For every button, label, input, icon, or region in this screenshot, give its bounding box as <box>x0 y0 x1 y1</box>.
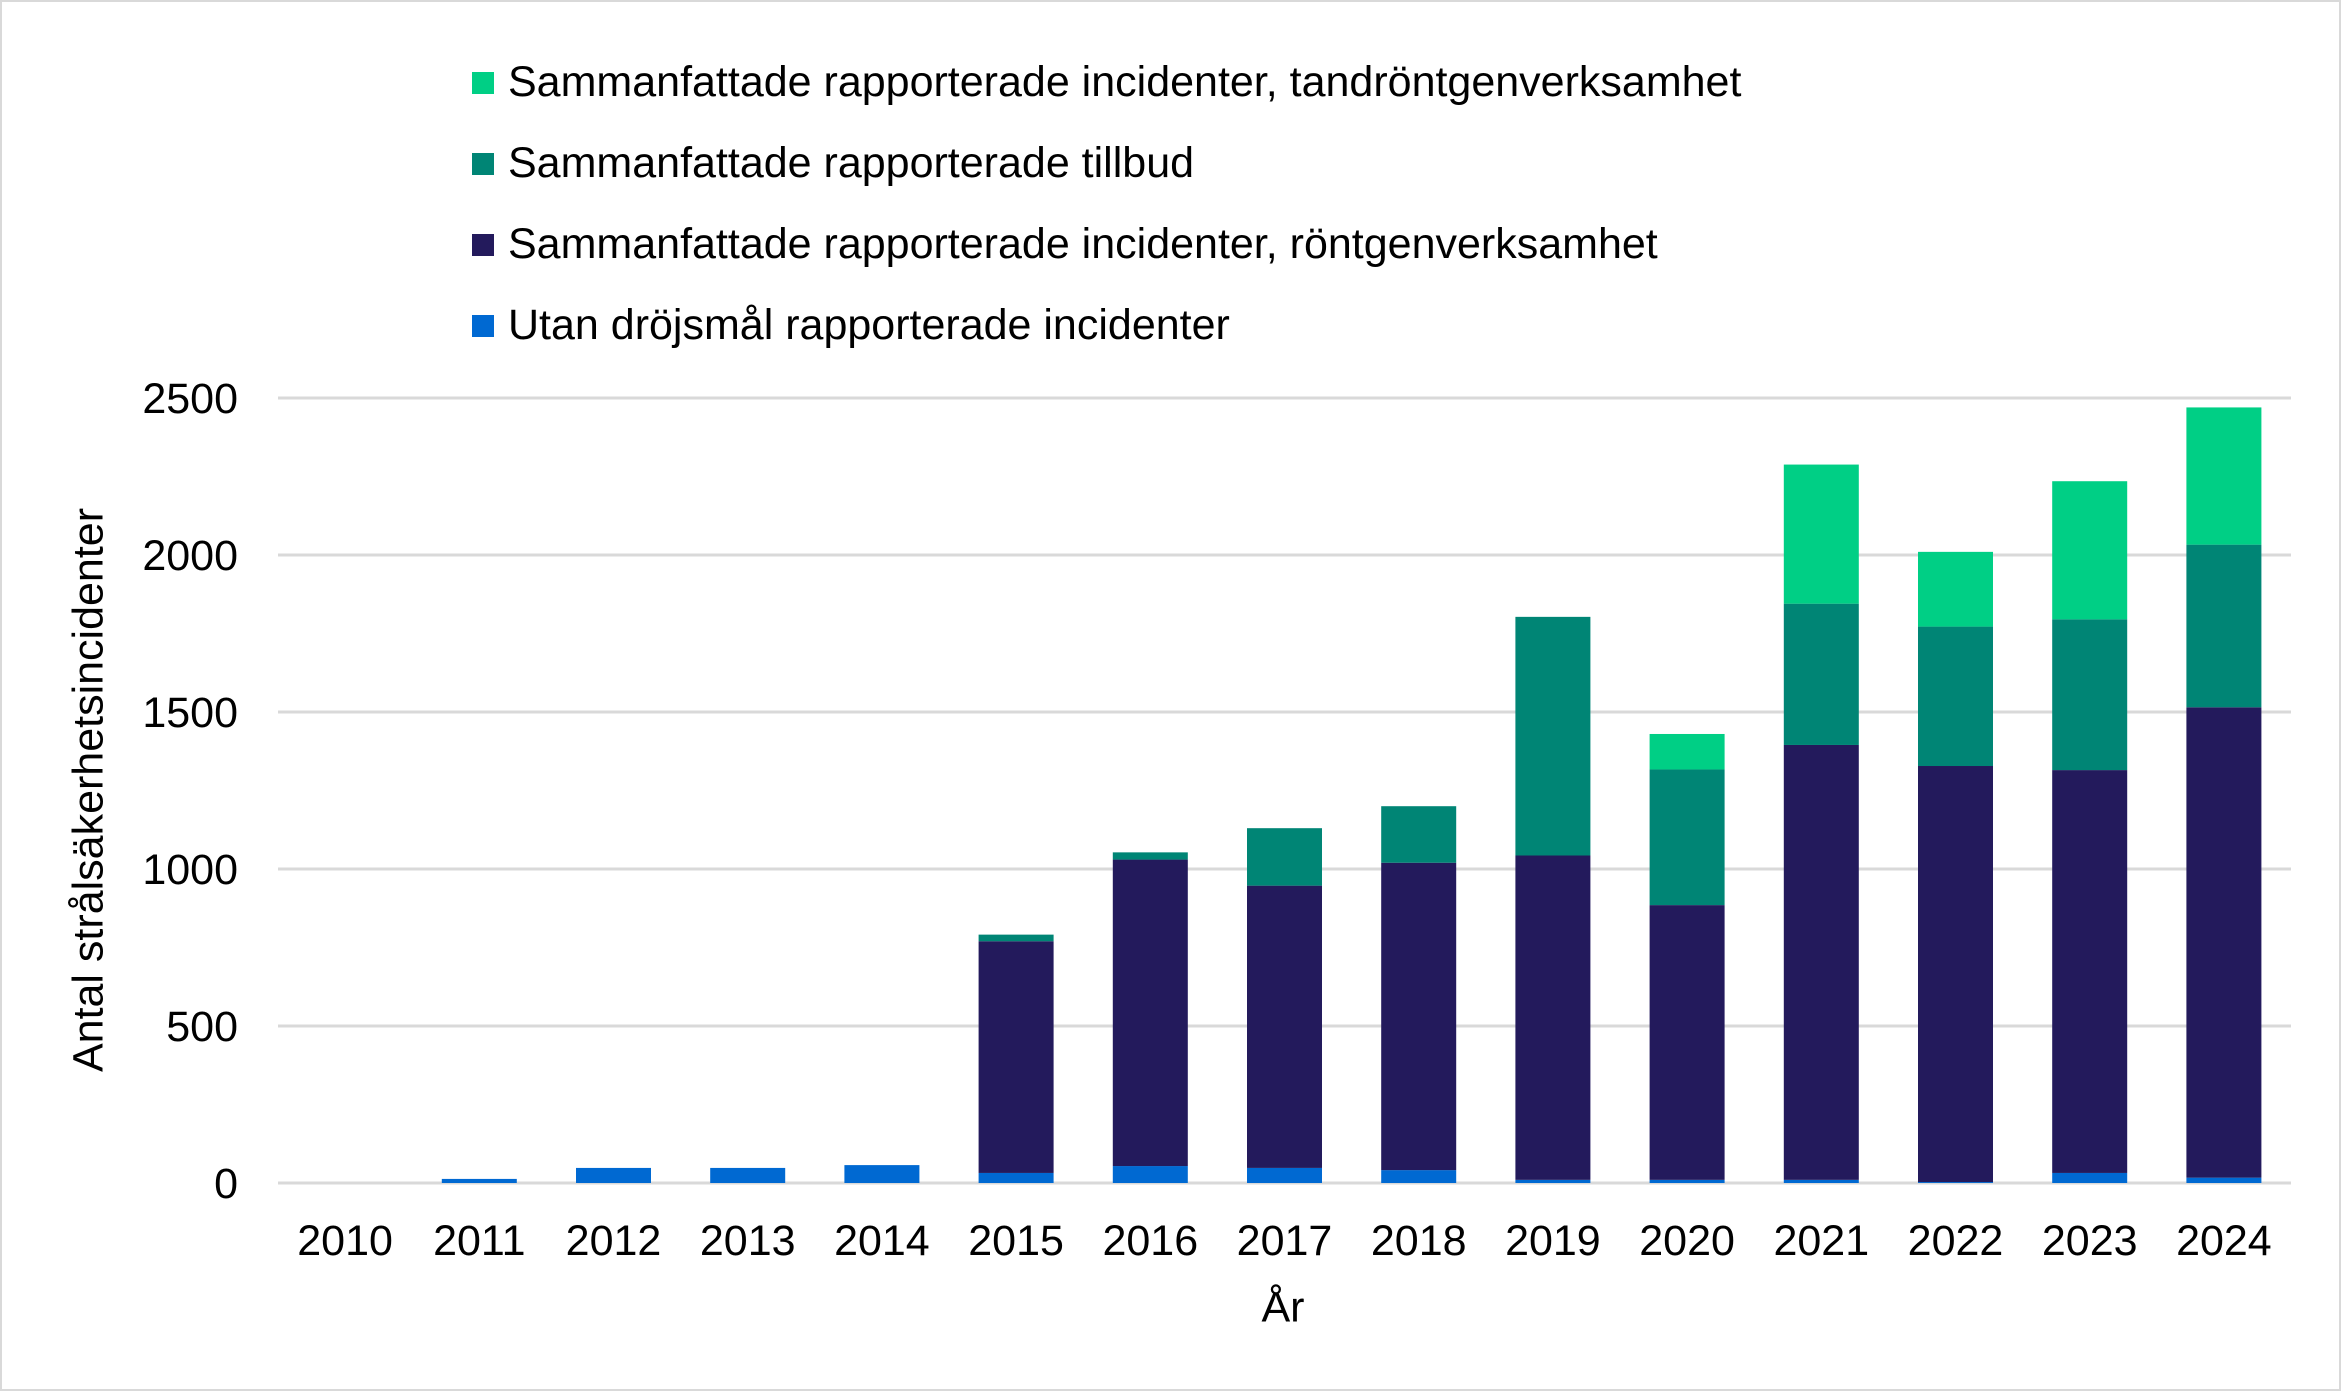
bar-segment <box>576 1167 651 1183</box>
legend-swatch <box>472 152 494 175</box>
bar-segment <box>978 941 1054 1173</box>
bar-segment <box>1381 862 1457 1171</box>
bar-segment <box>1918 766 1993 1183</box>
x-tick-label: 2023 <box>2042 1217 2138 1265</box>
x-axis-title: År <box>1261 1283 1305 1332</box>
bar-segment <box>1649 905 1725 1180</box>
bar-segment <box>2052 481 2128 620</box>
x-tick-label: 2020 <box>1639 1217 1735 1265</box>
legend-label: Utan dröjsmål rapporterade incidenter <box>508 301 1230 349</box>
bar-segment <box>2052 1172 2128 1183</box>
legend: Sammanfattade rapporterade incidenter, t… <box>472 42 1741 366</box>
legend-item-near-misses: Sammanfattade rapporterade tillbud <box>472 123 1741 204</box>
x-tick-label: 2012 <box>566 1217 662 1265</box>
bar-segment <box>1918 551 1993 627</box>
x-tick-label: 2011 <box>433 1217 525 1265</box>
bar-segment <box>1783 603 1859 745</box>
x-tick-label: 2015 <box>968 1217 1064 1265</box>
legend-swatch <box>472 233 494 256</box>
y-tick-label: 0 <box>214 1160 238 1208</box>
x-tick-label: 2016 <box>1102 1217 1198 1265</box>
bar-segment <box>1381 1170 1457 1183</box>
bar-segment <box>1112 859 1188 1167</box>
bar-segment <box>2186 544 2262 708</box>
bar-segment <box>2052 770 2128 1173</box>
y-tick-label: 1500 <box>142 689 238 737</box>
x-tick-label: 2014 <box>834 1217 930 1265</box>
x-tick-label: 2022 <box>1908 1217 2004 1265</box>
bar-segment <box>1918 626 1993 767</box>
bar-segment <box>1783 744 1859 1180</box>
legend-swatch <box>472 71 494 94</box>
x-tick-label: 2019 <box>1505 1217 1601 1265</box>
x-tick-label: 2010 <box>297 1217 393 1265</box>
bar-segment <box>2052 619 2128 771</box>
x-tick-label: 2013 <box>700 1217 796 1265</box>
legend-item-dental: Sammanfattade rapporterade incidenter, t… <box>472 42 1741 123</box>
y-tick-label: 1000 <box>142 846 238 894</box>
bar-segment <box>2186 407 2262 545</box>
legend-label: Sammanfattade rapporterade incidenter, t… <box>508 58 1742 106</box>
bar-segment <box>978 1172 1054 1183</box>
bar-segment <box>2186 707 2262 1178</box>
x-tick-label: 2024 <box>2176 1217 2272 1265</box>
x-tick-label: 2017 <box>1237 1217 1333 1265</box>
bar-segment <box>844 1165 920 1183</box>
bar-segment <box>1649 733 1725 770</box>
bar-segment <box>710 1167 786 1183</box>
bar-segment <box>978 934 1054 942</box>
bar-segment <box>1112 852 1188 860</box>
legend-item-immediate: Utan dröjsmål rapporterade incidenter <box>472 285 1741 366</box>
bar-segment <box>1783 1179 1859 1183</box>
bar-segment <box>1515 1179 1591 1183</box>
bar-segment <box>1649 1179 1725 1183</box>
legend-label: Sammanfattade rapporterade incidenter, r… <box>508 220 1658 268</box>
bar-segment <box>1247 828 1322 886</box>
bar-segment <box>1783 464 1859 604</box>
bar-segment <box>1247 1167 1322 1183</box>
y-axis-title: Antal strålsäkerhetsincidenter <box>64 507 113 1073</box>
bar-segment <box>441 1178 517 1183</box>
bar-segment <box>1381 806 1457 863</box>
y-tick-label: 500 <box>166 1003 238 1051</box>
legend-label: Sammanfattade rapporterade tillbud <box>508 139 1195 187</box>
bar-segment <box>1515 855 1591 1180</box>
x-tick-label: 2021 <box>1773 1217 1869 1265</box>
y-tick-label: 2000 <box>142 532 238 580</box>
bar-segment <box>1515 616 1591 856</box>
bar-segment <box>1918 1182 1993 1183</box>
legend-item-xray: Sammanfattade rapporterade incidenter, r… <box>472 204 1741 285</box>
y-tick-label: 2500 <box>142 375 238 423</box>
bar-segment <box>2186 1177 2262 1183</box>
legend-swatch <box>472 314 494 337</box>
x-tick-label: 2018 <box>1371 1217 1467 1265</box>
bar-segment <box>1649 769 1725 906</box>
bar-segment <box>1112 1166 1188 1183</box>
bar-segment <box>1247 885 1322 1168</box>
